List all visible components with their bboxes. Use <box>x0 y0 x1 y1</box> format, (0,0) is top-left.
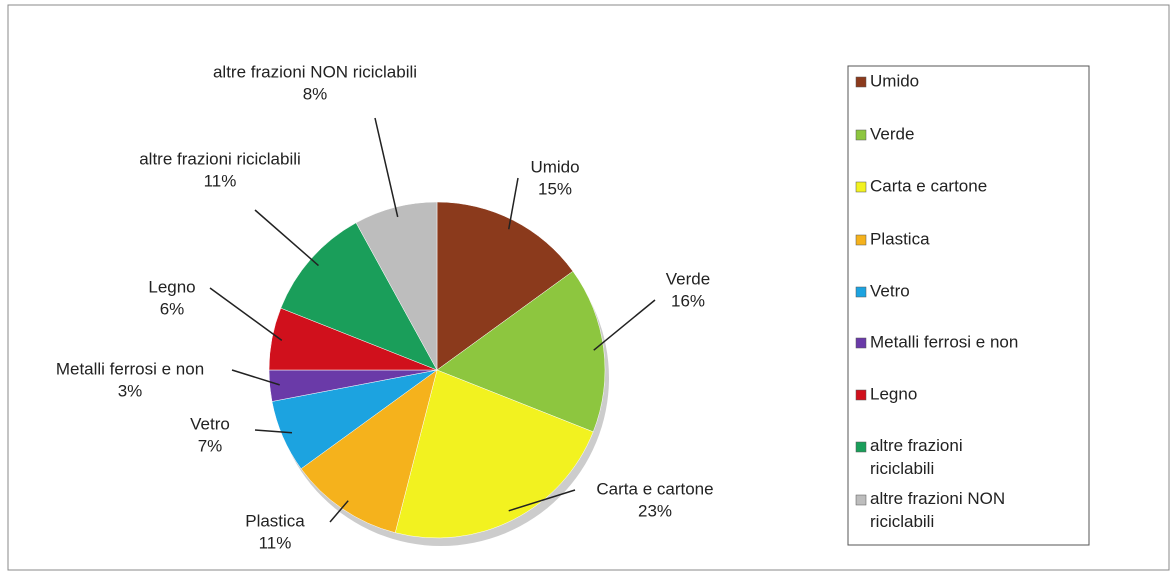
leader-line <box>254 209 319 267</box>
data-label-name: altre frazioni riciclabili <box>139 149 301 168</box>
legend-swatch <box>855 234 867 246</box>
legend-swatch <box>855 441 867 453</box>
data-label-value: 15% <box>538 179 572 198</box>
legend-swatch <box>855 337 867 349</box>
leader-line <box>374 117 399 218</box>
data-label-value: 23% <box>638 501 672 520</box>
legend-label: Legno <box>870 384 917 403</box>
data-label-value: 7% <box>198 436 223 455</box>
legend-swatch <box>855 129 867 141</box>
data-label-name: Legno <box>148 277 195 296</box>
legend-swatch <box>855 181 867 193</box>
legend-swatch <box>855 389 867 401</box>
legend-label: Carta e cartone <box>870 176 987 195</box>
legend-swatch <box>855 494 867 506</box>
leader-line <box>508 489 576 512</box>
pie-slice <box>300 369 438 534</box>
data-label-name: Umido <box>530 157 579 176</box>
legend-label: Metalli ferrosi e non <box>870 332 1018 351</box>
legend-label: Plastica <box>870 229 930 248</box>
legend-swatch <box>855 286 867 298</box>
legend-label: Umido <box>870 71 919 90</box>
data-label-value: 6% <box>160 299 185 318</box>
legend-label: Verde <box>870 124 914 143</box>
data-label-name: Vetro <box>190 414 230 433</box>
data-label-name: Metalli ferrosi e non <box>56 359 204 378</box>
pie-slice <box>394 369 594 539</box>
pie-slice <box>436 201 574 371</box>
data-label-value: 11% <box>259 533 292 552</box>
leader-line <box>507 177 519 230</box>
legend-label: altre frazioni riciclabili <box>870 436 963 478</box>
leader-line <box>329 500 349 523</box>
data-label-name: Plastica <box>245 511 305 530</box>
pie-slice <box>436 270 606 433</box>
legend-swatch <box>855 76 867 88</box>
data-label-value: 8% <box>303 84 328 103</box>
legend-label: Vetro <box>870 281 910 300</box>
data-label-value: 16% <box>671 291 705 310</box>
leader-line <box>254 429 293 434</box>
leader-line <box>231 369 280 386</box>
legend-box <box>847 65 1090 546</box>
data-label-value: 11% <box>204 171 237 190</box>
leader-line <box>209 287 283 341</box>
legend-label: altre frazioni NON riciclabili <box>870 489 1005 531</box>
data-label-name: Verde <box>666 269 710 288</box>
data-label-name: Carta e cartone <box>596 479 713 498</box>
data-label-name: altre frazioni NON riciclabili <box>213 62 417 81</box>
leader-line <box>593 299 656 351</box>
data-label-value: 3% <box>118 381 143 400</box>
